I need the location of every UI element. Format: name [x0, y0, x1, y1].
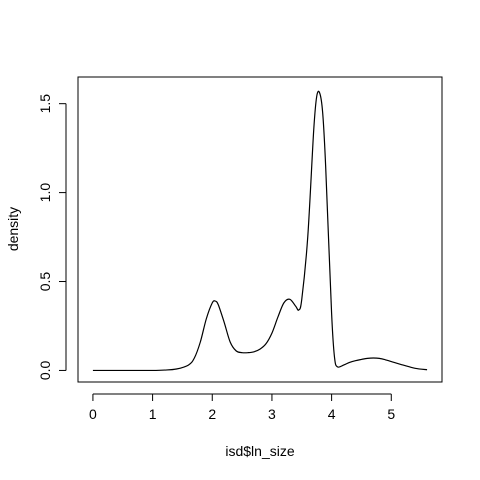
x-tick-label: 2: [208, 406, 216, 422]
y-tick-label: 0.5: [37, 272, 53, 292]
x-tick-label: 1: [149, 406, 157, 422]
x-tick-label: 3: [268, 406, 276, 422]
x-axis-label: isd$ln_size: [225, 443, 294, 459]
density-line: [92, 90, 428, 372]
y-axis: 0.0 0.5 1.0 1.5: [37, 94, 67, 380]
plot-frame: [77, 76, 443, 383]
y-tick-label: 1.0: [37, 183, 53, 203]
y-axis-label: density: [5, 207, 21, 251]
x-tick-label: 5: [387, 406, 395, 422]
x-tick-label: 4: [328, 406, 336, 422]
y-tick-label: 0.0: [37, 360, 53, 380]
x-axis: 0 1 2 3 4 5: [89, 393, 395, 422]
y-tick-label: 1.5: [37, 94, 53, 114]
x-tick-label: 0: [89, 406, 97, 422]
